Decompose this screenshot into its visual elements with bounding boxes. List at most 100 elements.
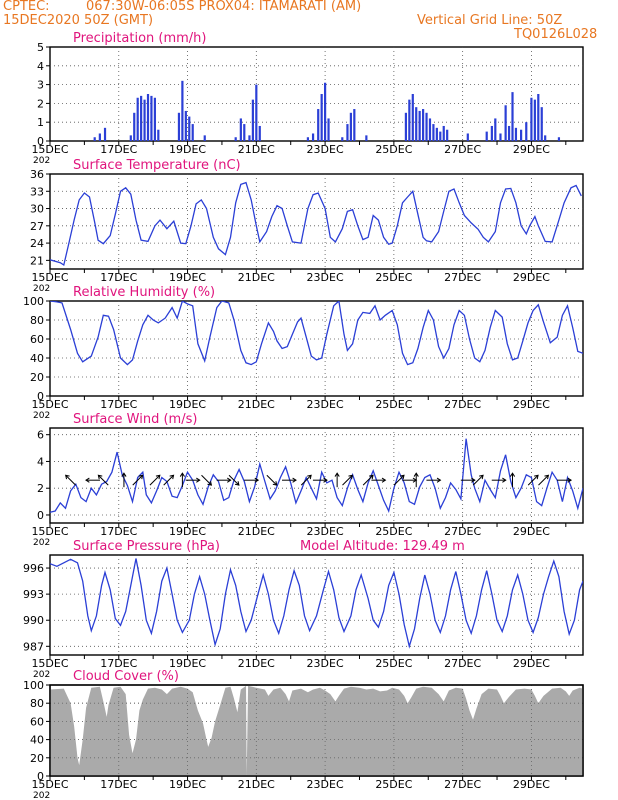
y-tick-label: 20 bbox=[30, 371, 44, 384]
wind-arrow-head bbox=[334, 472, 340, 477]
panel-title: Surface Temperature (nC) bbox=[73, 158, 241, 173]
precip-bar bbox=[494, 118, 497, 141]
precip-bar bbox=[353, 109, 356, 141]
x-tick-label: 21DEC bbox=[238, 398, 275, 411]
x-tick-label: 23DEC bbox=[307, 525, 344, 538]
y-tick-label: 36 bbox=[30, 168, 44, 181]
x-tick-label: 25DEC bbox=[375, 143, 412, 156]
x-tick-label: 25DEC bbox=[375, 778, 412, 791]
precip-bar bbox=[146, 94, 150, 141]
precip-bar bbox=[181, 80, 184, 141]
precip-bar bbox=[442, 125, 445, 141]
precip-bar bbox=[466, 133, 469, 141]
y-tick-label: 24 bbox=[30, 237, 44, 250]
wind-arrow-head bbox=[502, 477, 507, 483]
wind-arrow-head bbox=[207, 481, 213, 486]
y-tick-label: 30 bbox=[30, 203, 44, 216]
x-tick-label: 27DEC bbox=[444, 657, 481, 670]
panel-precip: 0 1 2 3 4 5 15DEC 17DEC 19DEC 21DEC 23DEC 25DEC 27DE… bbox=[31, 31, 584, 166]
wind-arrow-head bbox=[85, 477, 90, 483]
precip-bar bbox=[184, 110, 187, 141]
wind-direction-arrow bbox=[334, 472, 340, 488]
precip-bar bbox=[248, 135, 251, 141]
precip-bar bbox=[143, 99, 146, 141]
wind-direction-arrow bbox=[179, 472, 185, 488]
wind-arrow-head bbox=[138, 474, 144, 480]
precip-bar bbox=[425, 112, 428, 141]
precip-bar bbox=[306, 137, 310, 141]
y-tick-label: 6 bbox=[37, 429, 44, 442]
precip-bar bbox=[428, 118, 432, 141]
x-tick-label: 17DEC bbox=[100, 657, 137, 670]
precip-bar bbox=[346, 124, 349, 141]
wind-arrow-shaft bbox=[132, 474, 143, 486]
panel-annotation: Model Altitude: 129.49 m bbox=[300, 539, 465, 554]
wind-arrow-head bbox=[196, 477, 201, 483]
y-tick-label: 0 bbox=[37, 770, 44, 783]
x-tick-label: 17DEC bbox=[100, 778, 137, 791]
x-tick-label: 19DEC bbox=[169, 778, 206, 791]
x-tick-label: 15DEC bbox=[31, 271, 68, 284]
precip-bar bbox=[258, 125, 261, 141]
precip-bar bbox=[533, 99, 536, 141]
precip-bar bbox=[129, 135, 132, 141]
precip-bar bbox=[408, 99, 411, 141]
y-tick-label: 0 bbox=[37, 509, 44, 522]
wind-direction-arrow bbox=[97, 474, 109, 486]
x-tick-label: 15DEC bbox=[31, 525, 68, 538]
wind-direction-arrow bbox=[132, 474, 144, 486]
wind-arrow-head bbox=[292, 477, 297, 483]
x-tick-label: 19DEC bbox=[169, 398, 206, 411]
wind-direction-arrow bbox=[266, 474, 278, 486]
x-tick-label: 27DEC bbox=[444, 398, 481, 411]
x-tick-label: 21DEC bbox=[238, 525, 275, 538]
precip-bar bbox=[514, 127, 518, 141]
x-tick-label: 15DEC bbox=[31, 657, 68, 670]
wind-arrow-head bbox=[234, 481, 240, 486]
x-tick-label: 27DEC bbox=[444, 271, 481, 284]
wind-direction-arrow bbox=[472, 474, 484, 486]
wind-arrow-head bbox=[471, 477, 476, 483]
wind-arrow-head bbox=[65, 474, 70, 480]
wind-direction-arrow bbox=[281, 477, 297, 483]
y-tick-label: 4 bbox=[37, 455, 44, 468]
x-tick-label: 23DEC bbox=[307, 778, 344, 791]
x-tick-label: 15DEC bbox=[31, 143, 68, 156]
header-location: 067:30W-06:05S PROX04: ITAMARATI (AM) bbox=[86, 0, 362, 14]
x-tick-label: 17DEC bbox=[100, 143, 137, 156]
x-year-label: 202 bbox=[33, 670, 50, 680]
wind-arrow-head bbox=[121, 472, 127, 477]
panel-frame bbox=[49, 300, 584, 397]
wind-arrow-shaft bbox=[527, 474, 539, 486]
panel-pres: 987 990 993 996 15DEC 17DEC 19DEC 21DEC 23DEC 25D… bbox=[23, 539, 584, 680]
wind-direction-arrow bbox=[509, 472, 516, 488]
y-tick-label: 1 bbox=[37, 116, 44, 129]
y-tick-label: 3 bbox=[37, 79, 44, 92]
wind-direction-arrow bbox=[216, 477, 232, 483]
wind-direction-arrow bbox=[557, 477, 573, 483]
wind-arrow-head bbox=[97, 474, 103, 480]
y-tick-label: 987 bbox=[23, 640, 44, 653]
wind-arrow-head bbox=[534, 474, 539, 480]
precip-bar bbox=[153, 97, 156, 141]
wind-arrow-head bbox=[369, 474, 374, 480]
wind-arrow-shaft bbox=[97, 474, 109, 486]
y-tick-label: 21 bbox=[30, 254, 44, 267]
y-tick-label: 80 bbox=[30, 697, 44, 710]
precip-bar bbox=[103, 127, 107, 141]
panel-frame bbox=[49, 46, 584, 142]
precip-bar bbox=[422, 109, 425, 141]
precip-bar bbox=[93, 137, 96, 141]
wind-direction-arrow bbox=[185, 477, 201, 483]
precip-bar bbox=[365, 135, 368, 141]
wind-arrow-head bbox=[436, 477, 442, 483]
panel-title: Precipitation (mm/h) bbox=[73, 31, 206, 46]
precip-bar bbox=[349, 112, 352, 141]
precip-bar bbox=[251, 99, 254, 141]
panel-frame bbox=[49, 173, 584, 270]
precip-bar bbox=[530, 97, 533, 141]
precip-bar bbox=[540, 107, 543, 141]
precip-bar bbox=[317, 109, 320, 141]
x-tick-label: 23DEC bbox=[307, 271, 344, 284]
precip-bar bbox=[150, 95, 153, 141]
